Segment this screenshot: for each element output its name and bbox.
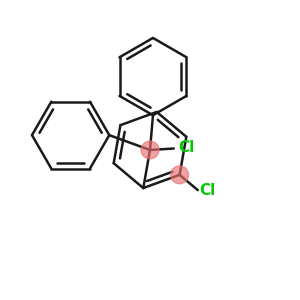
Circle shape: [171, 166, 188, 184]
Text: Cl: Cl: [178, 140, 194, 154]
Circle shape: [141, 141, 159, 159]
Text: Cl: Cl: [199, 183, 216, 198]
